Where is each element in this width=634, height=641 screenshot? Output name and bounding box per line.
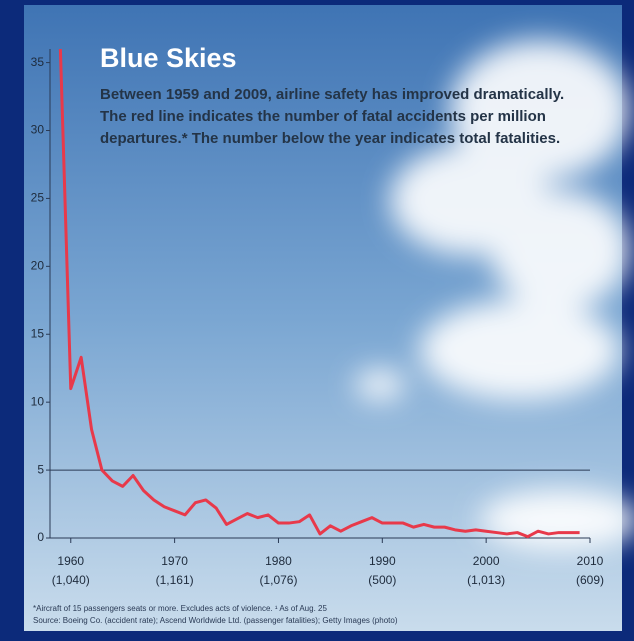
page: Blue Skies 0 5 10 15 20 25 30 35 1960 (1,040) 1970… [0,0,634,641]
x-tick-fatalities: (1,076) [259,573,297,587]
x-tick-label: 1990 [369,554,396,568]
y-tick-label: 35 [31,55,45,69]
footnote: Source: Boeing Co. (accident rate); Asce… [33,616,398,625]
chart-title: Blue Skies [100,43,237,73]
y-tick-label: 15 [31,326,45,340]
x-tick-fatalities: (609) [576,573,604,587]
subtitle: Between 1959 and 2009, airline safety ha… [100,84,570,150]
x-tick-label: 2000 [473,554,500,568]
x-tick-fatalities: (500) [368,573,396,587]
y-tick-label: 25 [31,191,45,205]
x-tick-fatalities: (1,161) [156,573,194,587]
x-tick-label: 1960 [57,554,84,568]
x-tick-label: 2010 [577,554,604,568]
y-tick-label: 10 [31,394,45,408]
footnote: *Aircraft of 15 passengers seats or more… [33,604,327,613]
y-tick-label: 0 [37,530,44,544]
x-tick-fatalities: (1,013) [467,573,505,587]
y-tick-label: 5 [37,462,44,476]
y-tick-label: 30 [31,123,45,137]
x-tick-fatalities: (1,040) [52,573,90,587]
x-tick-label: 1970 [161,554,188,568]
y-tick-label: 20 [31,259,45,273]
x-tick-label: 1980 [265,554,292,568]
